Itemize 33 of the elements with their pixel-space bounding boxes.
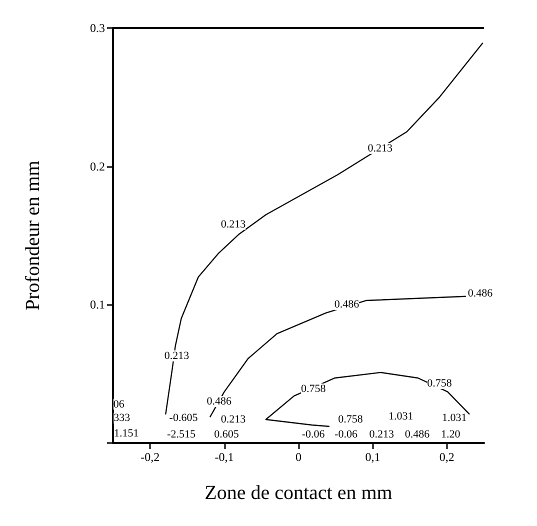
annotation: -2.515 bbox=[167, 428, 196, 441]
annotation: 06 bbox=[113, 398, 125, 410]
annotation: 0.486 bbox=[404, 428, 430, 441]
annotation: -0.06 bbox=[302, 428, 326, 441]
annotation: 0.486 bbox=[206, 396, 232, 408]
annotation: 333 bbox=[114, 412, 131, 424]
x-tick-label: 0,2 bbox=[439, 450, 454, 464]
annotation: 1.151 bbox=[114, 427, 139, 440]
annotation: 0.486 bbox=[334, 298, 360, 311]
y-tick-label: 0.2 bbox=[90, 159, 105, 174]
annotation: 0.758 bbox=[300, 383, 326, 396]
y-axis-title: Profondeur en mm bbox=[22, 160, 44, 310]
annotation: 0.758 bbox=[338, 413, 364, 426]
annotation: 0.486 bbox=[468, 288, 494, 300]
y-tick-label: 0.3 bbox=[90, 21, 105, 35]
annotation: 0.605 bbox=[214, 428, 240, 441]
annotation: 0.213 bbox=[368, 142, 393, 154]
annotation: -0.06 bbox=[334, 428, 358, 441]
annotation: 0.213 bbox=[220, 218, 246, 230]
annotation: 0.213 bbox=[164, 350, 190, 362]
annotation: 0.213 bbox=[220, 413, 246, 426]
x-tick-label: 0,1 bbox=[365, 450, 380, 464]
annotation: 1.031 bbox=[442, 412, 467, 424]
annotation: 1.20 bbox=[440, 428, 461, 441]
x-tick-label: -0,2 bbox=[140, 450, 160, 464]
annotation: 0.213 bbox=[369, 428, 394, 441]
annotation: 1.031 bbox=[388, 410, 414, 423]
annotation: 0.758 bbox=[427, 378, 452, 390]
annotation: -0.605 bbox=[169, 412, 198, 424]
x-tick-label: 0 bbox=[296, 450, 302, 464]
x-axis-title: Zone de contact en mm bbox=[204, 482, 393, 504]
y-tick-label: 0.1 bbox=[90, 298, 105, 312]
x-tick-label: -0,1 bbox=[214, 450, 234, 464]
